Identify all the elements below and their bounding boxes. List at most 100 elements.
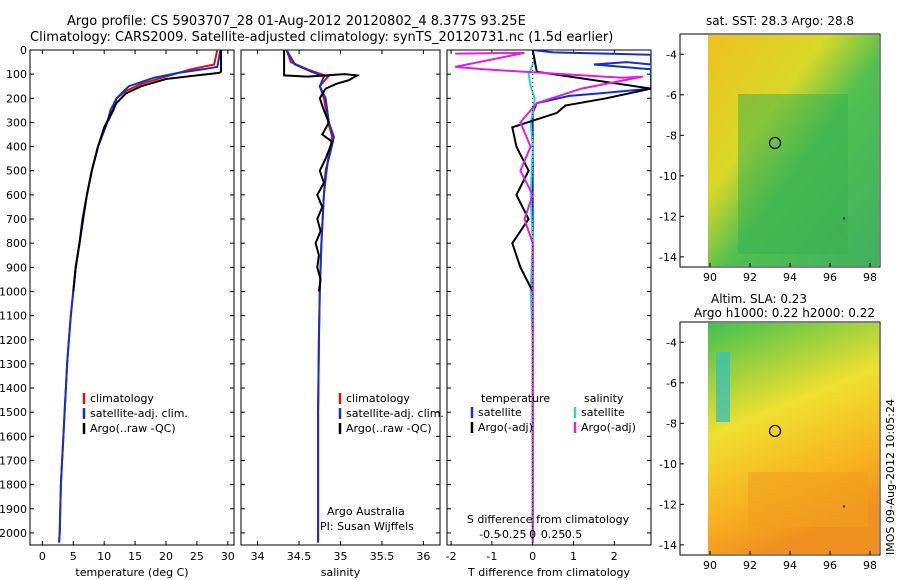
- map-y-tick-label: -6: [666, 89, 677, 102]
- figure-title-line1: Argo profile: CS 5903707_28 01-Aug-2012 …: [67, 14, 526, 29]
- map-x-tick-label: 96: [823, 559, 837, 572]
- y-tick-label: 1200: [0, 334, 27, 347]
- series-line-2: [72, 50, 222, 292]
- map-y-tick-label: -10: [659, 458, 677, 471]
- legend-label: satellite-adj. clim.: [90, 407, 188, 420]
- x-tick-label: 1: [570, 550, 577, 563]
- map-x-tick-label: 90: [703, 271, 717, 284]
- credit-line-2: PI: Susan Wijffels: [320, 520, 414, 533]
- sst-map-title: sat. SST: 28.3 Argo: 28.8: [706, 14, 855, 28]
- y-tick-label: 1100: [0, 310, 27, 323]
- x-tick-label: 0: [529, 550, 536, 563]
- y-tick-label: 1500: [0, 406, 27, 419]
- legend-label: satellite-adj. clim.: [346, 407, 444, 420]
- x-tick-label: 25: [190, 550, 204, 563]
- map-y-tick-label: -8: [666, 129, 677, 142]
- y-tick-label: 2000: [0, 527, 27, 540]
- legend-label: satellite: [478, 406, 522, 419]
- series-line-2: [283, 50, 361, 292]
- map-x-tick-label: 98: [863, 559, 877, 572]
- top-tick-label: -0.25: [498, 528, 526, 541]
- map-y-tick-label: -10: [659, 170, 677, 183]
- legend-label: satellite: [581, 406, 625, 419]
- y-tick-label: 400: [6, 141, 27, 154]
- x-tick-label: 30: [221, 550, 235, 563]
- x-tick-label: 2: [611, 550, 618, 563]
- series-line-2: [511, 50, 651, 292]
- map-x-tick-label: 94: [783, 559, 797, 572]
- top-tick-label: 0: [529, 528, 536, 541]
- map-x-tick-label: 92: [743, 559, 757, 572]
- y-tick-label: 1800: [0, 479, 27, 492]
- y-tick-label: 800: [6, 237, 27, 250]
- map-x-tick-label: 94: [783, 271, 797, 284]
- y-tick-label: 0: [20, 44, 27, 57]
- sla-map-title-line2: Argo h1000: 0.22 h2000: 0.22: [694, 306, 875, 320]
- map-y-tick-label: -4: [666, 48, 677, 61]
- sla-map-title-line1: Altim. SLA: 0.23: [711, 292, 808, 306]
- legend-header: temperature: [481, 392, 550, 405]
- map-x-tick-label: 98: [863, 271, 877, 284]
- y-tick-label: 1600: [0, 430, 27, 443]
- y-tick-label: 600: [6, 189, 27, 202]
- x-tick-label: -2: [446, 550, 457, 563]
- top-tick-label: 0.25: [541, 528, 566, 541]
- x-axis-label: T difference from climatology: [467, 566, 630, 579]
- x-tick-label: 20: [159, 550, 173, 563]
- x-tick-label: 0: [39, 550, 46, 563]
- profile-panel-3: [446, 49, 652, 546]
- legend-label: climatology: [346, 392, 410, 405]
- float-position-marker: [768, 136, 782, 150]
- y-tick-label: 500: [6, 165, 27, 178]
- profile-panel-1: [29, 49, 235, 546]
- y-tick-label: 100: [6, 68, 27, 81]
- x-tick-label: 10: [97, 550, 111, 563]
- map-y-tick-label: -12: [659, 210, 677, 223]
- y-tick-label: 1900: [0, 503, 27, 516]
- sst-map: [679, 33, 881, 268]
- top-tick-label: -0.5: [479, 528, 500, 541]
- x-tick-label: -1: [486, 550, 497, 563]
- map-blob: [748, 472, 868, 527]
- y-tick-label: 1700: [0, 454, 27, 467]
- x-tick-label: 34: [251, 550, 265, 563]
- x-tick-label: 5: [70, 550, 77, 563]
- y-tick-label: 1400: [0, 382, 27, 395]
- legend-label: Argo(-adj): [478, 421, 533, 434]
- map-y-tick-label: -14: [659, 539, 677, 552]
- y-tick-label: 900: [6, 261, 27, 274]
- panel-frame: [240, 49, 441, 546]
- figure-title-line2: Climatology: CARS2009. Satellite-adjuste…: [30, 30, 614, 45]
- map-y-tick-label: -6: [666, 377, 677, 390]
- legend-label: Argo(..raw -QC): [346, 422, 432, 435]
- y-tick-label: 1300: [0, 358, 27, 371]
- legend-label: Argo(..raw -QC): [90, 422, 176, 435]
- x-axis-label: temperature (deg C): [75, 566, 188, 579]
- map-x-tick-label: 90: [703, 559, 717, 572]
- map-y-tick-label: -4: [666, 336, 677, 349]
- y-tick-label: 300: [6, 116, 27, 129]
- island-dot: [843, 217, 845, 220]
- sla-map: [679, 321, 881, 556]
- map-y-tick-label: -12: [659, 498, 677, 511]
- x-axis-label: salinity: [321, 566, 361, 579]
- legend-label: Argo(-adj): [581, 421, 636, 434]
- x-tick-label: 15: [128, 550, 142, 563]
- profile-panel-2: [240, 49, 441, 546]
- map-x-tick-label: 96: [823, 271, 837, 284]
- legend-header: salinity: [584, 392, 624, 405]
- map-blob: [716, 352, 730, 422]
- x-tick-label: 34.5: [287, 550, 312, 563]
- credit-line-1: Argo Australia: [327, 505, 405, 518]
- y-tick-label: 700: [6, 213, 27, 226]
- top-tick-label: 0.5: [565, 528, 583, 541]
- map-y-tick-label: -14: [659, 251, 677, 264]
- series-line-3: [455, 51, 643, 543]
- map-blob: [738, 94, 848, 254]
- x-tick-label: 35.5: [370, 550, 395, 563]
- panel-frame: [29, 49, 235, 546]
- top-axis-label: S difference from climatology: [467, 513, 630, 526]
- x-tick-label: 36: [416, 550, 430, 563]
- panel-frame: [446, 49, 652, 546]
